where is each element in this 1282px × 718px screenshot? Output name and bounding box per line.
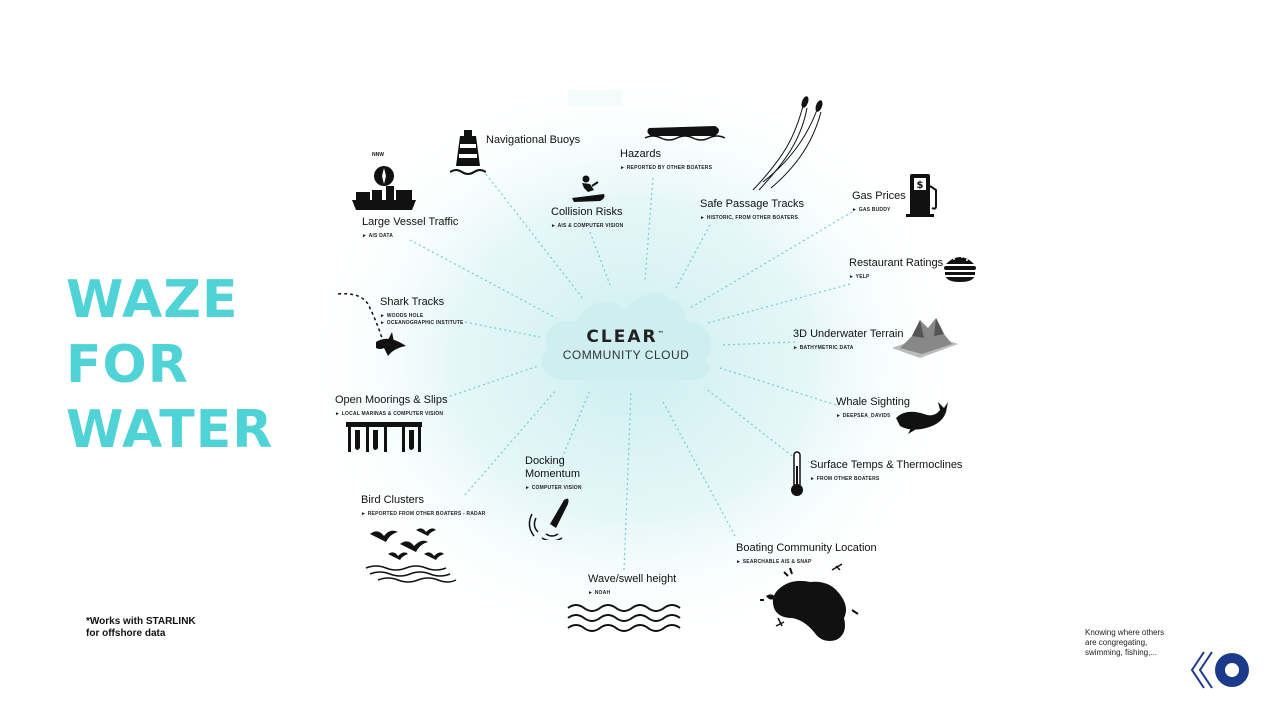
- node-source: AIS DATA: [362, 233, 458, 239]
- node-temps: Surface Temps & Thermoclines FROM OTHER …: [810, 459, 962, 482]
- starlink-note-line1: *Works with STARLINK: [86, 616, 196, 627]
- title-line-3: WATER: [66, 400, 274, 460]
- burger-icon: [944, 256, 976, 282]
- node-source-line2: OCEANOGRAPHIC INSTITUTE: [380, 320, 464, 326]
- cargo-ship-icon: [352, 166, 416, 210]
- node-restaurant: Restaurant Ratings YELP: [849, 257, 943, 280]
- connector-hazards: [644, 177, 654, 281]
- connector-temps: [704, 387, 801, 463]
- side-note-line2: are congregating,: [1085, 638, 1148, 647]
- node-label: Shark Tracks: [380, 296, 445, 308]
- compass-label: NNW: [372, 152, 384, 158]
- node-source: AIS & COMPUTER VISION: [551, 223, 624, 229]
- node-docking: Docking Momentum COMPUTER VISION: [525, 455, 582, 491]
- cloud-shape: [541, 293, 712, 381]
- node-collision: Collision Risks AIS & COMPUTER VISION: [551, 206, 623, 229]
- connector-community: [661, 399, 736, 537]
- node-birds: Bird Clusters REPORTED FROM OTHER BOATER…: [361, 494, 486, 517]
- node-source: BATHYMETRIC DATA: [793, 345, 903, 351]
- side-note-line1: Knowing where others: [1085, 628, 1165, 637]
- node-source: NOAH: [588, 590, 676, 596]
- side-note: Knowing where others are congregating, s…: [1085, 628, 1185, 658]
- connector-gas: [689, 211, 853, 309]
- node-label: Surface Temps & Thermoclines: [810, 459, 963, 471]
- connector-safe-passage: [675, 224, 711, 289]
- title-line-2: FOR: [66, 335, 189, 395]
- node-terrain: 3D Underwater Terrain BATHYMETRIC DATA: [793, 328, 903, 351]
- connector-whale: [719, 367, 837, 406]
- side-note-line3: swimming, fishing,...: [1085, 648, 1158, 657]
- shark-track-icon: [337, 292, 406, 356]
- connector-lines: [409, 173, 853, 571]
- connector-docking: [559, 389, 591, 464]
- node-shark: Shark Tracks WOODS HOLE OCEANOGRAPHIC IN…: [380, 296, 464, 326]
- thermometer-icon: [791, 451, 803, 496]
- node-label: Collision Risks: [551, 206, 623, 218]
- island-map-icon: [760, 563, 859, 641]
- node-source: REPORTED BY OTHER BOATERS: [620, 165, 712, 171]
- node-source: REPORTED FROM OTHER BOATERS - RADAR: [361, 511, 486, 517]
- title-line-1: WAZE: [66, 270, 239, 330]
- node-label: Open Moorings & Slips: [335, 394, 448, 406]
- svg-text:$: $: [917, 180, 924, 191]
- node-source: YELP: [849, 274, 943, 280]
- terrain-icon: [892, 318, 958, 358]
- boat-tracks-icon: [752, 96, 823, 191]
- node-source: HISTORIC, FROM OTHER BOATERS: [700, 215, 804, 221]
- node-label-line2: Momentum: [525, 468, 581, 480]
- node-hazards: Hazards REPORTED BY OTHER BOATERS: [620, 148, 712, 171]
- whale-icon: [896, 402, 948, 434]
- node-label: Safe Passage Tracks: [700, 198, 804, 210]
- node-source: LOCAL MARINAS & COMPUTER VISION: [335, 411, 448, 417]
- node-label: Bird Clusters: [361, 494, 424, 506]
- cloud-subtitle: COMMUNITY CLOUD: [562, 348, 690, 362]
- node-nav-buoys: Navigational Buoys: [486, 134, 580, 147]
- marina-slips-icon: [346, 422, 422, 452]
- birds-icon: [365, 528, 457, 583]
- connector-terrain: [721, 341, 796, 346]
- node-safe-passage: Safe Passage Tracks HISTORIC, FROM OTHER…: [700, 198, 804, 221]
- connector-birds: [464, 389, 557, 496]
- node-wave: Wave/swell height NOAH: [588, 573, 676, 596]
- node-label: Gas Prices: [852, 190, 906, 202]
- node-moorings: Open Moorings & Slips LOCAL MARINAS & CO…: [335, 394, 448, 417]
- cloud-brand: CLEAR™: [586, 327, 666, 347]
- node-label: 3D Underwater Terrain: [793, 328, 904, 340]
- node-source: DEEPSEA_DAVID5: [836, 413, 910, 419]
- node-source: GAS BUDDY: [852, 207, 906, 213]
- node-label-line1: Docking: [525, 455, 565, 467]
- decorative-bar: [568, 90, 622, 106]
- brand-logo-icon: [1190, 651, 1249, 689]
- node-source: COMPUTER VISION: [525, 485, 582, 491]
- node-community: Boating Community Location SEARCHABLE AI…: [736, 542, 877, 565]
- node-label: Hazards: [620, 148, 661, 160]
- node-vessel: Large Vessel Traffic AIS DATA: [362, 216, 458, 239]
- starlink-note-line2: for offshore data: [86, 628, 166, 639]
- log-hazard-icon: [645, 126, 726, 141]
- starlink-note: *Works with STARLINK for offshore data: [86, 616, 196, 640]
- node-label: Restaurant Ratings: [849, 257, 944, 269]
- node-label: Large Vessel Traffic: [362, 216, 459, 228]
- connector-moorings: [444, 365, 539, 399]
- node-whale: Whale Sighting DEEPSEA_DAVID5: [836, 396, 910, 419]
- docking-boat-icon: [528, 498, 569, 540]
- jet-ski-icon: [572, 175, 605, 202]
- node-label: Navigational Buoys: [486, 134, 581, 146]
- node-label: Boating Community Location: [736, 542, 877, 554]
- node-gas: Gas Prices GAS BUDDY: [852, 190, 906, 213]
- waves-icon: [567, 604, 681, 632]
- node-source: SEARCHABLE AIS & SNAP: [736, 559, 877, 565]
- node-source: FROM OTHER BOATERS: [810, 476, 962, 482]
- node-label: Whale Sighting: [836, 396, 910, 408]
- connector-nav-buoys: [485, 173, 585, 301]
- node-label: Wave/swell height: [588, 573, 677, 585]
- gas-pump-icon: $: [906, 174, 937, 217]
- buoy-icon: [450, 130, 486, 175]
- node-source-line1: WOODS HOLE: [380, 313, 464, 319]
- community-cloud: CLEAR™ COMMUNITY CLOUD: [536, 282, 716, 386]
